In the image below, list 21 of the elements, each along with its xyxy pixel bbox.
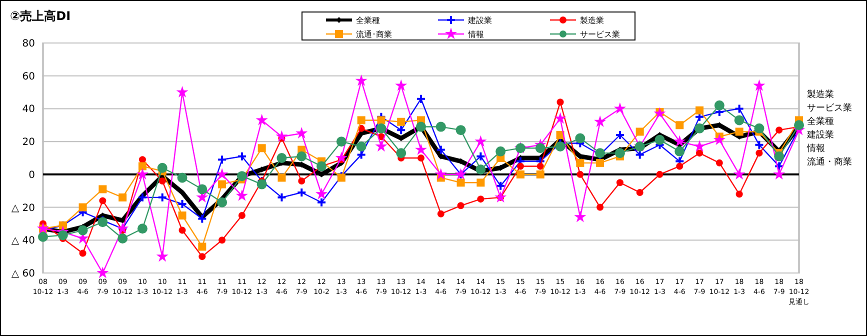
y-tick-label: 60 bbox=[22, 71, 35, 82]
text: 情報 bbox=[806, 143, 825, 154]
legend-label: 全業種 bbox=[356, 16, 380, 25]
legend-label: サービス業 bbox=[580, 30, 620, 39]
chart-title: ②売上高DI bbox=[10, 9, 71, 23]
y-tick-label: 80 bbox=[22, 38, 35, 50]
y-tick-label: 40 bbox=[22, 104, 35, 116]
y-tick-label: △ 20 bbox=[11, 202, 35, 214]
y-tick-label: △ 40 bbox=[11, 236, 35, 247]
y-tick-label: 20 bbox=[22, 137, 35, 148]
text: サービス業 bbox=[807, 102, 852, 114]
legend-label: 情報 bbox=[467, 30, 484, 39]
legend-label: 製造業 bbox=[580, 16, 604, 25]
legend-label: 流通･商業 bbox=[356, 30, 392, 39]
text: 建設業 bbox=[806, 130, 834, 140]
y-tick-label: △ 60 bbox=[11, 268, 35, 280]
legend-label: 建設業 bbox=[467, 16, 492, 25]
text: 製造業 bbox=[807, 89, 834, 100]
y-tick-label: 0 bbox=[28, 170, 35, 181]
text: 流通・商業 bbox=[807, 156, 852, 168]
text: 全業種 bbox=[807, 116, 834, 127]
